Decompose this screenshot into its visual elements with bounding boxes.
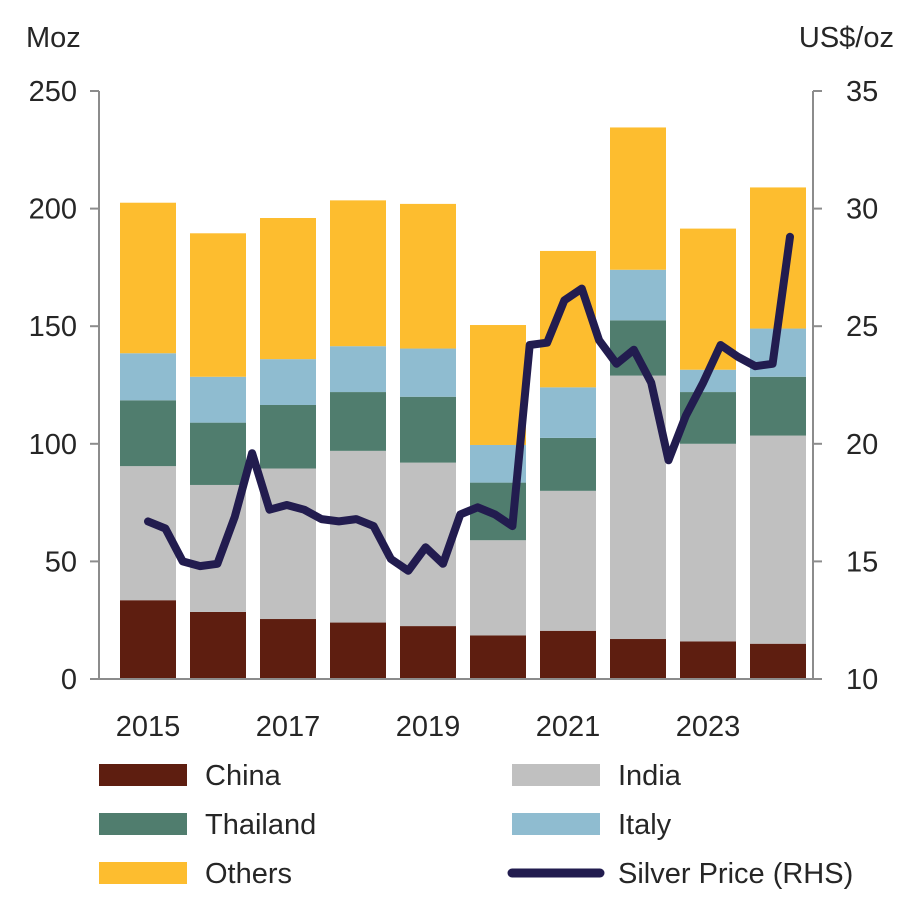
bar-others-2019 <box>400 203 456 349</box>
bar-italy-2018 <box>330 346 386 393</box>
silver-price-polyline <box>144 232 794 575</box>
left-axis-tick-label: 50 <box>45 546 77 578</box>
right-axis-unit: US$/oz <box>799 22 894 54</box>
left-axis-tick-label: 0 <box>61 664 77 696</box>
silver-price-line <box>144 232 794 575</box>
bar-china-2018 <box>330 622 386 679</box>
bar-others-2016 <box>190 233 246 377</box>
left-axis-tick-label: 100 <box>29 429 77 461</box>
left-axis-tick-label: 200 <box>29 194 77 226</box>
bar-italy-2015 <box>120 353 176 401</box>
bar-italy-2017 <box>260 359 316 405</box>
legend-swatch-china <box>99 764 187 786</box>
bar-china-2019 <box>400 626 456 679</box>
right-axis: 10 15 20 25 30 35 <box>812 76 878 696</box>
legend-label-thailand: Thailand <box>205 809 316 841</box>
right-axis-tick-label: 15 <box>846 546 878 578</box>
legend-label-silver-price-rhs: Silver Price (RHS) <box>618 858 853 890</box>
legend-label-india: India <box>618 760 682 792</box>
bar-italy-2022 <box>610 269 666 321</box>
x-axis-tick-label: 2015 <box>116 711 181 743</box>
legend-swatch-others <box>99 862 187 884</box>
legend: China India Thailand Italy Others Silver Pric… <box>99 760 853 890</box>
legend-swatch-india <box>512 764 600 786</box>
legend-label-others: Others <box>205 858 292 890</box>
bar-italy-2019 <box>400 348 456 397</box>
bar-others-2020 <box>470 325 526 445</box>
legend-swatch-thailand <box>99 813 187 835</box>
legend-label-italy: Italy <box>618 809 672 841</box>
left-axis-tick-label: 250 <box>29 76 77 108</box>
bar-india-2017 <box>260 468 316 620</box>
left-axis: 0 50 100 150 200 250 <box>29 76 100 696</box>
legend-swatch-italy <box>512 813 600 835</box>
right-axis-tick-label: 35 <box>846 76 878 108</box>
bar-china-2023 <box>680 641 736 679</box>
bar-thailand-2019 <box>400 396 456 463</box>
bar-thailand-2018 <box>330 392 386 451</box>
bar-india-2021 <box>540 490 596 631</box>
right-axis-tick-label: 10 <box>846 664 878 696</box>
bar-china-2024 <box>750 643 806 679</box>
bar-thailand-2021 <box>540 437 596 491</box>
bar-china-2021 <box>540 630 596 679</box>
legend-label-china: China <box>205 760 282 792</box>
right-axis-tick-label: 25 <box>846 311 878 343</box>
stacked-bars <box>120 127 806 679</box>
bar-thailand-2024 <box>750 376 806 436</box>
bar-india-2023 <box>680 443 736 642</box>
x-axis: 2015 2017 2019 2021 2023 <box>99 678 813 743</box>
bar-india-2024 <box>750 435 806 644</box>
bar-china-2015 <box>120 600 176 679</box>
right-axis-tick-label: 20 <box>846 429 878 461</box>
bar-others-2017 <box>260 218 316 360</box>
bar-china-2016 <box>190 611 246 679</box>
bar-china-2017 <box>260 619 316 679</box>
bar-china-2022 <box>610 639 666 679</box>
bar-others-2022 <box>610 127 666 270</box>
right-axis-tick-label: 30 <box>846 194 878 226</box>
x-axis-tick-label: 2023 <box>676 711 741 743</box>
bar-others-2018 <box>330 200 386 347</box>
bar-others-2021 <box>540 250 596 388</box>
x-axis-tick-label: 2021 <box>536 711 601 743</box>
bar-india-2020 <box>470 540 526 636</box>
bar-thailand-2015 <box>120 400 176 467</box>
bar-italy-2021 <box>540 387 596 438</box>
left-axis-tick-label: 150 <box>29 311 77 343</box>
bar-thailand-2016 <box>190 422 246 485</box>
bar-italy-2016 <box>190 376 246 423</box>
x-axis-tick-label: 2019 <box>396 711 461 743</box>
bar-others-2015 <box>120 202 176 354</box>
bar-china-2020 <box>470 635 526 679</box>
bar-thailand-2017 <box>260 404 316 469</box>
x-axis-tick-label: 2017 <box>256 711 321 743</box>
left-axis-unit: Moz <box>26 22 81 54</box>
